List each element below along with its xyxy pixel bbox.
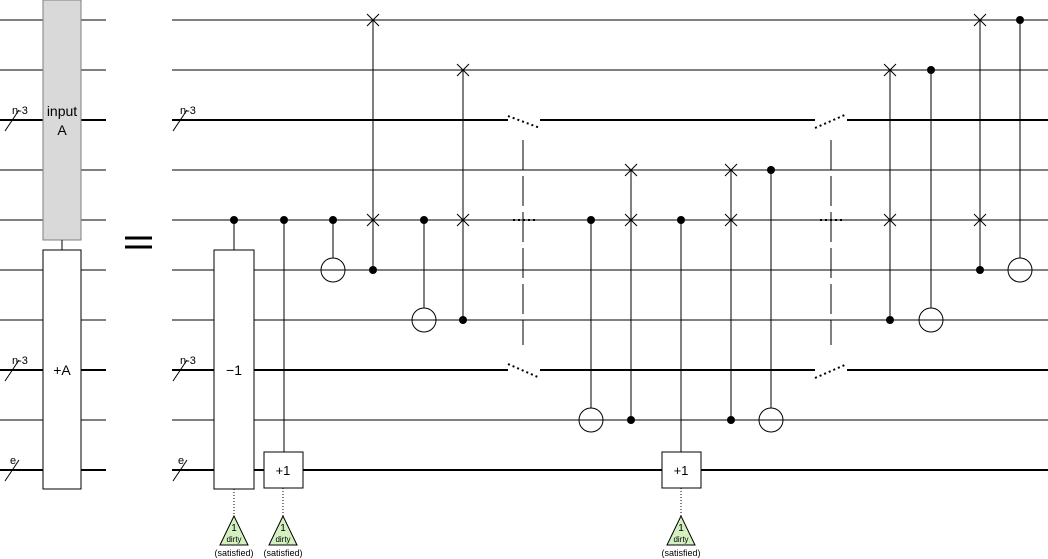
add-a-gate: +A bbox=[42, 249, 82, 490]
bus-label-right-1: n-3 bbox=[180, 105, 196, 117]
increment-2-control-dot bbox=[677, 216, 685, 224]
cnot-gate-6 bbox=[1007, 16, 1033, 283]
bus-marker-left-3: e bbox=[4, 455, 20, 482]
input-a-label-line1: input bbox=[47, 103, 77, 119]
controlled-swap-3 bbox=[624, 163, 638, 424]
add-a-label: +A bbox=[53, 362, 71, 378]
bus-marker-right-1: n-3 bbox=[172, 105, 196, 132]
dirty-2-word: dirty bbox=[275, 535, 290, 544]
dirty-3-word: dirty bbox=[673, 535, 688, 544]
dirty-1-word: dirty bbox=[226, 535, 241, 544]
dirty-indicator-2: 1 dirty (satisfied) bbox=[263, 488, 303, 558]
dirty-3-status: (satisfied) bbox=[661, 548, 700, 558]
bus-marker-left-1: n-3 bbox=[4, 105, 28, 132]
bus-label-left-1: n-3 bbox=[12, 105, 28, 117]
dirty-indicator-1: 1 dirty (satisfied) bbox=[214, 489, 254, 558]
dirty-3-count: 1 bbox=[678, 523, 684, 534]
controlled-swap-4 bbox=[724, 163, 738, 424]
input-a-gate: input A bbox=[42, 0, 82, 241]
dirty-1-count: 1 bbox=[231, 523, 237, 534]
bus-marker-right-3: e bbox=[172, 455, 188, 482]
increment-1-label: +1 bbox=[276, 463, 291, 478]
controlled-swap-1 bbox=[366, 13, 380, 274]
increment-gate-2: +1 bbox=[661, 451, 702, 489]
ellipsis-column-2 bbox=[814, 113, 848, 379]
right-side-wires bbox=[172, 19, 1048, 471]
cnot-gate-3 bbox=[578, 216, 604, 433]
bus-label-left-3: e bbox=[10, 455, 16, 467]
cnot-gate-2 bbox=[411, 216, 437, 333]
equals-sign bbox=[125, 236, 152, 249]
bus-label-left-2: n-3 bbox=[12, 355, 28, 367]
input-a-label-line2: A bbox=[57, 122, 67, 138]
dirty-2-status: (satisfied) bbox=[263, 548, 302, 558]
bus-marker-right-2: n-3 bbox=[172, 355, 196, 382]
controlled-swap-5 bbox=[883, 63, 897, 324]
cnot-gate-1 bbox=[320, 216, 346, 283]
decrement-control-dot bbox=[230, 216, 238, 224]
cnot-gate-4 bbox=[758, 166, 784, 433]
increment-1-control-dot bbox=[280, 216, 288, 224]
dirty-indicator-3: 1 dirty (satisfied) bbox=[661, 488, 701, 558]
dirty-1-status: (satisfied) bbox=[214, 548, 253, 558]
controlled-swap-2 bbox=[456, 63, 470, 324]
increment-2-label: +1 bbox=[674, 463, 689, 478]
ellipsis-column-1 bbox=[507, 115, 541, 379]
increment-gate-1: +1 bbox=[263, 451, 304, 489]
bus-marker-left-2: n-3 bbox=[4, 355, 28, 382]
bus-label-right-3: e bbox=[178, 455, 184, 467]
decrement-gate: −1 bbox=[213, 249, 255, 490]
dirty-2-count: 1 bbox=[280, 523, 286, 534]
cnot-gate-5 bbox=[918, 66, 944, 333]
decrement-label: −1 bbox=[226, 362, 242, 378]
bus-label-right-2: n-3 bbox=[180, 355, 196, 367]
controlled-swap-6 bbox=[973, 13, 987, 274]
